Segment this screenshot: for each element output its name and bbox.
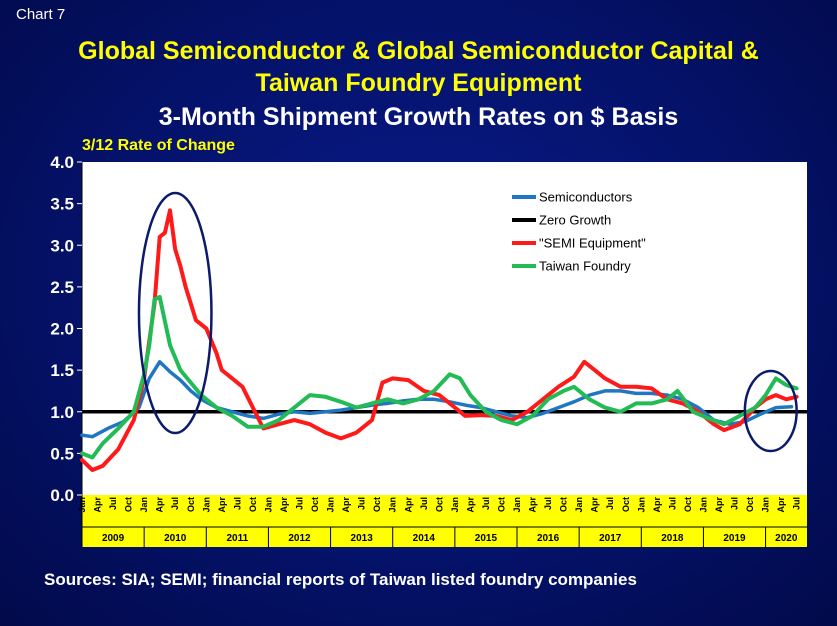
x-month-label: Apr <box>652 497 662 513</box>
semi-equipment-line <box>80 208 799 472</box>
taiwan-foundry-line <box>80 294 799 460</box>
legend-label: Semiconductors <box>539 190 633 205</box>
x-month-label: Oct <box>310 497 320 512</box>
source-note: Sources: SIA; SEMI; financial reports of… <box>44 570 637 589</box>
chart-number: Chart 7 <box>16 6 66 23</box>
chart-title-line-2: Taiwan Foundry Equipment <box>255 69 582 97</box>
x-month-label: Oct <box>496 497 506 512</box>
x-year-label: 2009 <box>102 533 125 544</box>
x-month-label: Jul <box>543 497 553 510</box>
x-month-label: Oct <box>372 497 382 512</box>
x-month-label: Apr <box>217 497 227 513</box>
x-month-label: Jan <box>201 497 211 513</box>
legend-label: Taiwan Foundry <box>539 259 631 274</box>
x-year-label: 2015 <box>475 533 498 544</box>
x-month-label: Oct <box>621 497 631 512</box>
x-month-label: Jan <box>326 497 336 513</box>
x-month-label: Apr <box>403 497 413 513</box>
y-tick-label: 1.5 <box>50 361 74 380</box>
x-month-label: Jul <box>419 497 429 510</box>
x-month-label: Apr <box>93 497 103 513</box>
y-tick-label: 0.5 <box>50 444 74 463</box>
y-axis-label: 3/12 Rate of Change <box>82 137 235 154</box>
x-month-label: Jul <box>730 497 740 510</box>
x-month-label: Apr <box>341 497 351 513</box>
x-year-label: 2017 <box>599 533 622 544</box>
plot-area <box>82 162 807 495</box>
x-month-label: Jan <box>698 497 708 513</box>
x-year-label: 2010 <box>164 533 187 544</box>
y-tick-label: 0.0 <box>50 486 74 505</box>
chart-title-line-1: Global Semiconductor & Global Semiconduc… <box>78 37 759 65</box>
x-month-label: Oct <box>559 497 569 512</box>
y-tick-label: 2.5 <box>50 278 74 297</box>
x-month-label: Oct <box>186 497 196 512</box>
x-month-label: Jul <box>357 497 367 510</box>
x-year-label: 2020 <box>775 533 798 544</box>
x-month-label: Jul <box>667 497 677 510</box>
x-year-label: 2013 <box>351 533 374 544</box>
x-month-label: Jan <box>512 497 522 513</box>
x-month-label: Apr <box>528 497 538 513</box>
x-month-label: Jan <box>388 497 398 513</box>
highlight-ellipse <box>743 369 798 453</box>
y-tick-label: 4.0 <box>50 153 74 172</box>
x-axis-band <box>82 495 807 547</box>
x-year-label: 2012 <box>288 533 311 544</box>
x-year-label: 2018 <box>661 533 684 544</box>
x-month-label: Oct <box>434 497 444 512</box>
x-month-label: Jan <box>139 497 149 513</box>
y-tick-label: 2.0 <box>50 320 74 339</box>
x-month-label: Jul <box>108 497 118 510</box>
x-year-label: 2014 <box>413 533 436 544</box>
legend-label: "SEMI Equipment" <box>539 236 646 251</box>
x-month-label: Jul <box>295 497 305 510</box>
x-month-label: Jan <box>761 497 771 513</box>
x-month-label: Jul <box>481 497 491 510</box>
x-month-label: Jul <box>170 497 180 510</box>
x-month-label: Jul <box>792 497 802 510</box>
x-month-label: Jan <box>450 497 460 513</box>
x-month-label: Apr <box>590 497 600 513</box>
x-month-label: Jul <box>232 497 242 510</box>
x-month-label: Jul <box>605 497 615 510</box>
legend: Semiconductors Zero Growth "SEMI Equipment… <box>512 190 646 274</box>
chart-subtitle: 3-Month Shipment Growth Rates on $ Basis <box>158 103 679 131</box>
y-tick-label: 3.0 <box>50 236 74 255</box>
x-month-label: Apr <box>714 497 724 513</box>
x-month-label: Oct <box>124 497 134 512</box>
x-month-label: Apr <box>279 497 289 513</box>
x-month-label: Jan <box>263 497 273 513</box>
x-month-label: Jan <box>574 497 584 513</box>
y-tick-label: 3.5 <box>50 195 74 214</box>
x-month-label: Oct <box>745 497 755 512</box>
highlight-ellipse <box>137 191 213 435</box>
legend-label: Zero Growth <box>539 213 611 228</box>
x-month-label: Jan <box>636 497 646 513</box>
y-tick-label: 1.0 <box>50 403 74 422</box>
x-month-label: Apr <box>155 497 165 513</box>
x-year-label: 2016 <box>537 533 560 544</box>
x-month-label: Jan <box>77 497 87 513</box>
x-year-label: 2011 <box>227 533 249 544</box>
x-month-label: Oct <box>683 497 693 512</box>
x-month-label: Oct <box>248 497 258 512</box>
x-year-label: 2019 <box>723 533 746 544</box>
x-month-label: Apr <box>465 497 475 513</box>
x-month-label: Apr <box>776 497 786 513</box>
